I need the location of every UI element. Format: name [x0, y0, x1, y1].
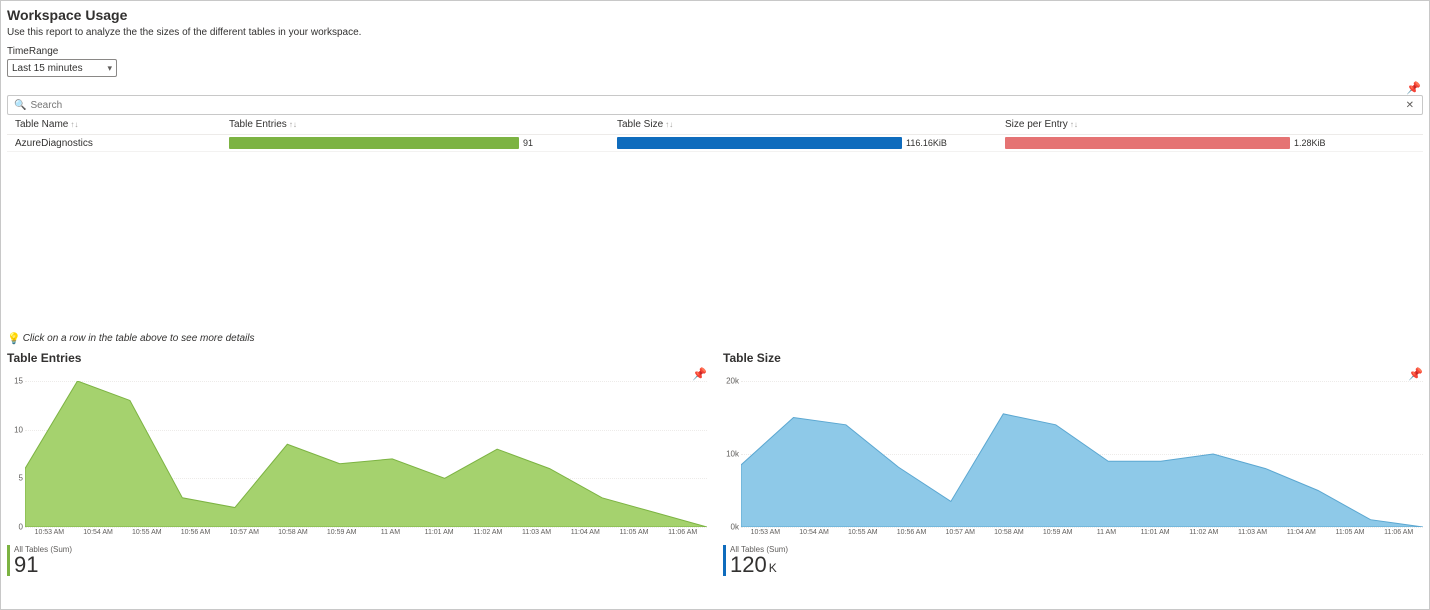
chart-entries: 05101510:53 AM10:54 AM10:55 AM10:56 AM10… — [7, 381, 707, 543]
chart-size: 0k10k20k10:53 AM10:54 AM10:55 AM10:56 AM… — [723, 381, 1423, 543]
chart-size-title: Table Size — [723, 351, 1423, 365]
spe-value: 1.28KiB — [1294, 138, 1326, 148]
page-description: Use this report to analyze the the sizes… — [7, 27, 1423, 38]
spe-bar — [1005, 137, 1290, 149]
pin-icon[interactable]: 📌 — [692, 367, 707, 381]
entries-bar — [229, 137, 519, 149]
cell-table-name: AzureDiagnostics — [9, 138, 229, 149]
summary-size: All Tables (Sum) 120K — [723, 545, 1423, 576]
chart-size-panel: Table Size 📌 0k10k20k10:53 AM10:54 AM10:… — [723, 351, 1423, 576]
timerange-select[interactable]: Last 15 minutes ▾ — [7, 59, 117, 77]
spacer — [1, 152, 1429, 328]
col-table-name[interactable]: Table Name↑↓ — [9, 119, 229, 130]
summary-entries: All Tables (Sum) 91 — [7, 545, 707, 576]
cell-spe: 1.28KiB — [1005, 137, 1393, 149]
table-header: Table Name↑↓ Table Entries↑↓ Table Size↑… — [7, 115, 1423, 135]
close-icon[interactable]: ✕ — [1404, 100, 1416, 111]
chart-entries-panel: Table Entries 📌 05101510:53 AM10:54 AM10… — [7, 351, 707, 576]
size-bar — [617, 137, 902, 149]
search-row[interactable]: 🔍 ✕ — [7, 95, 1423, 115]
usage-table: Table Name↑↓ Table Entries↑↓ Table Size↑… — [7, 115, 1423, 152]
chart-entries-title: Table Entries — [7, 351, 707, 365]
cell-size: 116.16KiB — [617, 137, 1005, 149]
col-size-per-entry[interactable]: Size per Entry↑↓ — [1005, 119, 1393, 130]
pin-icon[interactable]: 📌 — [1408, 367, 1423, 381]
col-table-entries[interactable]: Table Entries↑↓ — [229, 119, 617, 130]
summary-entries-value: 91 — [14, 554, 72, 576]
summary-size-value: 120K — [730, 554, 788, 576]
timerange-label: TimeRange — [7, 46, 1423, 57]
table-row[interactable]: AzureDiagnostics 91 116.16KiB 1.28KiB — [7, 135, 1423, 152]
size-value: 116.16KiB — [906, 138, 947, 148]
cell-entries: 91 — [229, 137, 617, 149]
hint-row: 💡 Click on a row in the table above to s… — [1, 328, 1429, 349]
timerange-value: Last 15 minutes — [12, 63, 83, 74]
chevron-down-icon: ▾ — [107, 63, 112, 74]
search-input[interactable] — [30, 100, 1403, 111]
lightbulb-icon: 💡 — [7, 332, 21, 345]
entries-value: 91 — [523, 138, 533, 148]
hint-text: Click on a row in the table above to see… — [23, 333, 255, 344]
col-table-size[interactable]: Table Size↑↓ — [617, 119, 1005, 130]
page-title: Workspace Usage — [7, 7, 1423, 23]
search-icon: 🔍 — [14, 100, 26, 111]
pin-icon[interactable]: 📌 — [1406, 81, 1421, 95]
